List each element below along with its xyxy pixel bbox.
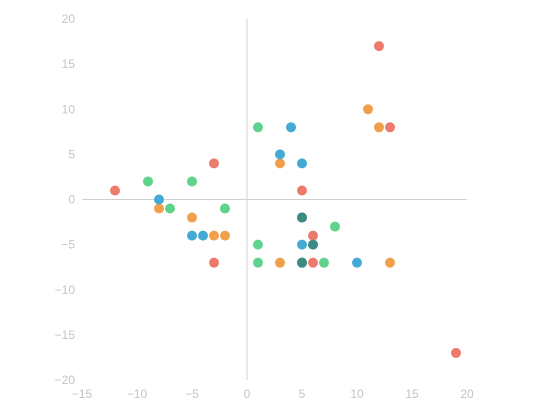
data-point — [297, 212, 307, 223]
series-1 — [154, 104, 395, 268]
data-point — [385, 257, 395, 268]
data-points — [110, 41, 461, 358]
data-point — [165, 203, 175, 214]
data-point — [143, 176, 153, 187]
data-point — [198, 230, 208, 241]
x-tick-label: 10 — [350, 387, 364, 401]
data-point — [110, 185, 120, 196]
y-tick-label: −10 — [55, 283, 76, 297]
data-point — [209, 257, 219, 268]
y-tick-label: 0 — [68, 193, 75, 207]
data-point — [209, 230, 219, 241]
axes — [82, 19, 467, 380]
data-point — [374, 41, 384, 52]
y-tick-label: −5 — [61, 238, 75, 252]
data-point — [220, 203, 230, 214]
series-0 — [110, 41, 461, 358]
data-point — [308, 230, 318, 241]
y-tick-label: 5 — [68, 147, 75, 161]
data-point — [297, 158, 307, 169]
data-point — [187, 230, 197, 241]
data-point — [330, 221, 340, 232]
data-point — [253, 239, 263, 250]
series-4 — [297, 212, 318, 268]
x-tick-label: 15 — [405, 387, 419, 401]
y-tick-label: 10 — [62, 102, 76, 116]
x-tick-label: −5 — [185, 387, 199, 401]
y-tick-label: 20 — [62, 12, 76, 26]
data-point — [374, 122, 384, 133]
data-point — [253, 122, 263, 133]
y-tick-label: 15 — [62, 57, 76, 71]
x-tick-label: 5 — [299, 387, 306, 401]
data-point — [220, 230, 230, 241]
y-tick-label: −20 — [55, 373, 76, 387]
data-point — [319, 257, 329, 268]
y-tick-label: −15 — [55, 328, 76, 342]
data-point — [352, 257, 362, 268]
data-point — [297, 239, 307, 250]
data-point — [385, 122, 395, 133]
data-point — [275, 158, 285, 169]
x-tick-label: −10 — [127, 387, 148, 401]
data-point — [308, 239, 318, 250]
y-tick-labels: −20 −15 −10 −5 0 5 10 15 20 — [55, 12, 76, 387]
data-point — [154, 194, 164, 205]
data-point — [187, 176, 197, 187]
x-tick-labels: −15 −10 −5 0 5 10 15 20 — [72, 387, 474, 401]
data-point — [363, 104, 373, 115]
data-point — [253, 257, 263, 268]
data-point — [297, 185, 307, 196]
x-tick-label: 20 — [460, 387, 474, 401]
data-point — [297, 257, 307, 268]
x-tick-label: −15 — [72, 387, 93, 401]
data-point — [209, 158, 219, 169]
data-point — [187, 212, 197, 223]
data-point — [451, 347, 461, 358]
data-point — [286, 122, 296, 133]
data-point — [275, 149, 285, 160]
data-point — [154, 203, 164, 214]
x-tick-label: 0 — [244, 387, 251, 401]
data-point — [308, 257, 318, 268]
data-point — [275, 257, 285, 268]
